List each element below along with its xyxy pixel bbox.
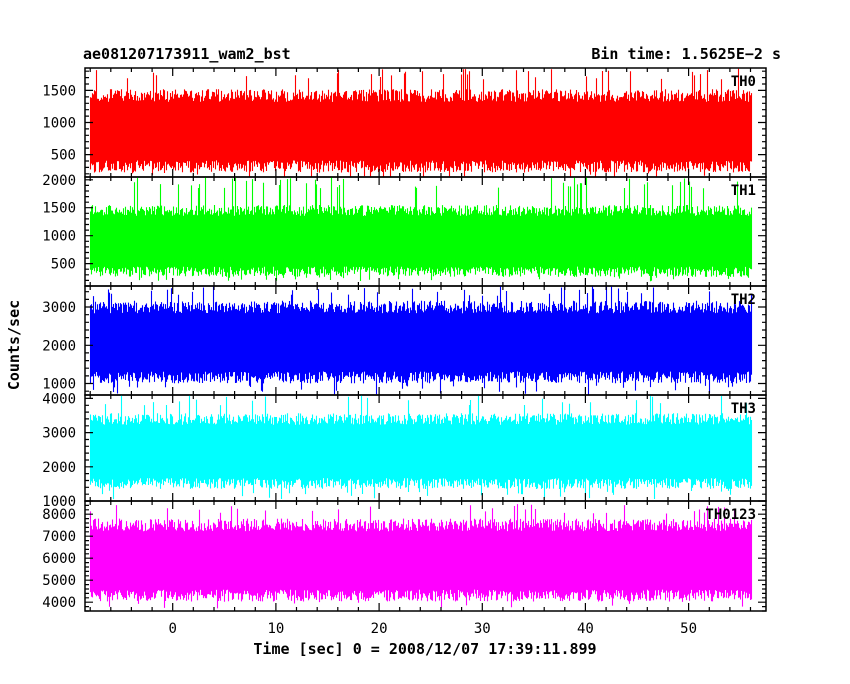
y-tick-label: 3000 bbox=[42, 426, 76, 442]
y-tick-label: 2000 bbox=[42, 338, 76, 354]
y-tick-label: 500 bbox=[51, 257, 76, 273]
x-tick-label: 50 bbox=[680, 621, 697, 637]
y-tick-label: 7000 bbox=[42, 529, 76, 545]
panel-th3: 1000 2000 3000 4000 TH3 bbox=[42, 391, 767, 510]
panel-th0123: 4000 5000 6000 7000 8000 TH0123 bbox=[42, 500, 767, 612]
x-ticks bbox=[89, 177, 752, 286]
panels-group: 50010001500TH0500100015002000TH110002000… bbox=[42, 67, 767, 637]
bin-time-label: Bin time: 1.5625E−2 s bbox=[591, 45, 781, 63]
y-tick-label: 4000 bbox=[42, 391, 76, 407]
panel-th2: 1000 2000 3000 TH2 bbox=[42, 285, 767, 396]
x-tick-label: 0 bbox=[168, 621, 176, 637]
x-ticks bbox=[89, 501, 752, 611]
y-ticks bbox=[85, 291, 766, 392]
series-th2 bbox=[89, 286, 753, 395]
y-ticks bbox=[85, 70, 766, 175]
panel-frame bbox=[84, 500, 767, 612]
x-ticks bbox=[89, 68, 752, 177]
panel-label: TH2 bbox=[731, 292, 756, 308]
y-tick-label: 500 bbox=[51, 148, 76, 164]
panel-label: TH1 bbox=[731, 183, 756, 199]
y-tick-label: 1500 bbox=[42, 201, 76, 217]
y-tick-label: 6000 bbox=[42, 551, 76, 567]
x-tick-label: 10 bbox=[267, 621, 284, 637]
y-tick-label: 1000 bbox=[42, 116, 76, 132]
x-tick-label: 20 bbox=[371, 621, 388, 637]
panel-th1: 500 1000 1500 2000 TH1 bbox=[42, 173, 767, 287]
series-th0123 bbox=[89, 504, 753, 609]
y-tick-label: 1000 bbox=[42, 229, 76, 245]
y-ticks bbox=[85, 500, 766, 612]
series-th3 bbox=[89, 395, 753, 500]
panel-label: TH0123 bbox=[705, 507, 756, 523]
y-tick-label: 1000 bbox=[42, 377, 76, 393]
y-tick-label: 1500 bbox=[42, 83, 76, 99]
panel-label: TH3 bbox=[731, 401, 756, 417]
x-tick-label: 30 bbox=[474, 621, 491, 637]
y-tick-label: 3000 bbox=[42, 300, 76, 316]
panel-th0: 500 1000 1500 TH0 bbox=[42, 67, 767, 178]
series-th1 bbox=[89, 177, 753, 282]
x-axis-label: Time [sec] 0 = 2008/12/07 17:39:11.899 bbox=[253, 640, 596, 658]
y-tick-label: 1000 bbox=[42, 494, 76, 510]
panel-label: TH0 bbox=[731, 74, 756, 90]
x-ticks bbox=[89, 286, 752, 395]
series-th0 bbox=[89, 68, 753, 177]
y-tick-label: 5000 bbox=[42, 573, 76, 589]
y-axis-label: Counts/sec bbox=[5, 300, 23, 390]
x-tick-label: 40 bbox=[577, 621, 594, 637]
y-tick-label: 4000 bbox=[42, 595, 76, 611]
y-tick-label: 8000 bbox=[42, 507, 76, 523]
y-tick-label: 2000 bbox=[42, 173, 76, 189]
y-tick-label: 2000 bbox=[42, 460, 76, 476]
chart-title: ae081207173911_wam2_bst bbox=[83, 45, 291, 63]
x-ticks bbox=[89, 395, 752, 501]
